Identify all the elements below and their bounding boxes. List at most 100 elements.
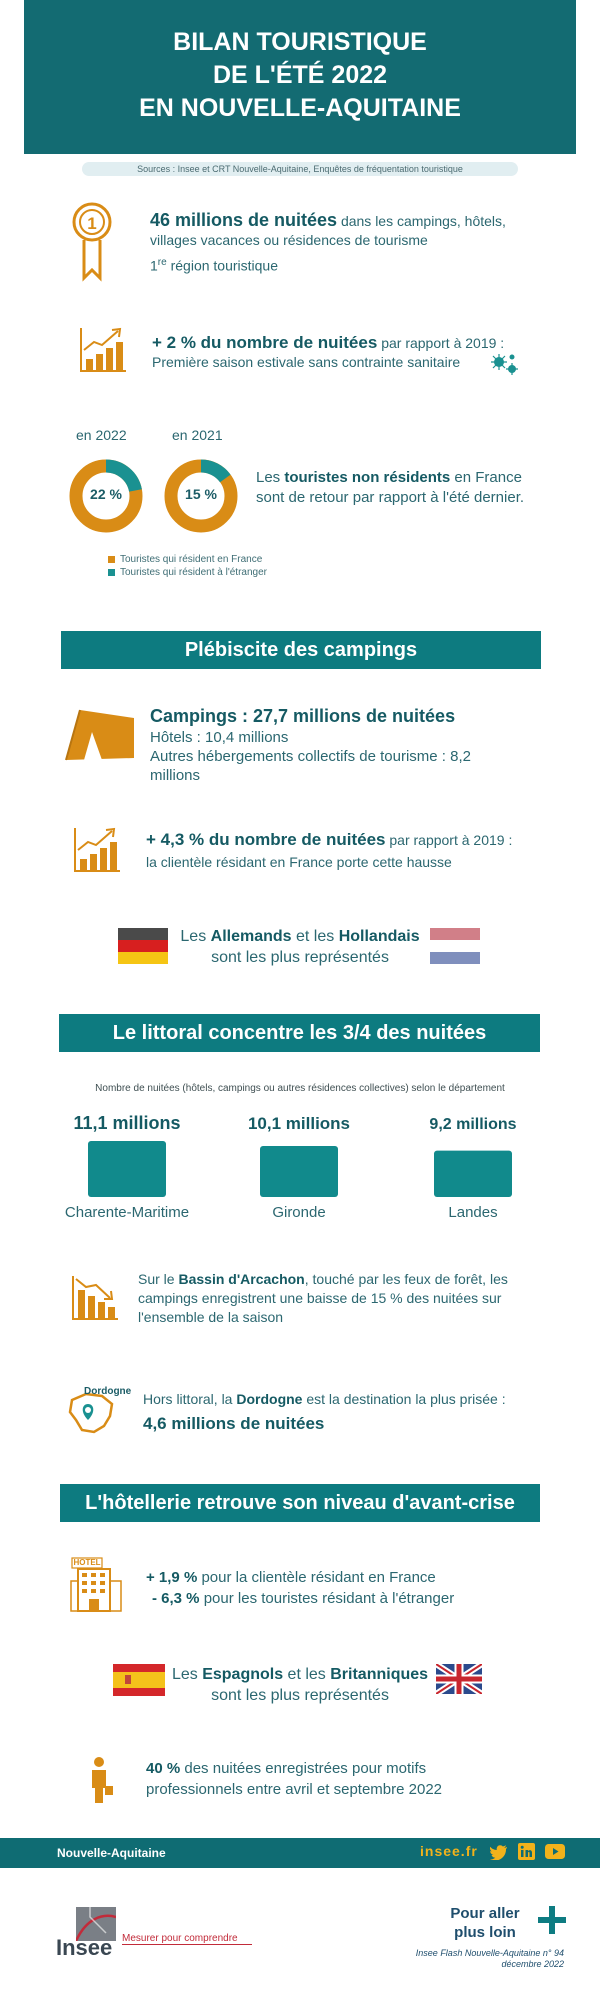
- dordogne-bold: Dordogne: [236, 1391, 303, 1407]
- donut-2021: 15 %: [163, 458, 239, 534]
- hotel-nationalities: Les Espagnols et les Britanniques sont l…: [168, 1664, 432, 1706]
- donut-legend: Touristes qui résident en France Tourist…: [108, 554, 267, 578]
- dordogne-map-icon: Dordogne: [66, 1386, 136, 1438]
- insee-tagline: Mesurer pour comprendre: [122, 1933, 252, 1945]
- youtube-icon[interactable]: [545, 1844, 565, 1859]
- title-line-2: DE L'ÉTÉ 2022: [212, 61, 388, 89]
- campings-growth-highlight: + 4,3 % du nombre de nuitées: [146, 830, 386, 849]
- donut-2022-value: 22 %: [90, 486, 122, 502]
- sources-note: Sources : Insee et CRT Nouvelle-Aquitain…: [82, 162, 518, 176]
- nuitees-bar-chart: 11,1 millions Charente-Maritime 10,1 milli…: [65, 1113, 517, 1221]
- year-label-2021: en 2021: [172, 427, 223, 443]
- growth-chart-icon: [78, 326, 128, 374]
- camp-nat-line2: sont les plus représentés: [211, 949, 389, 966]
- rank-line: 1re région touristique: [150, 253, 522, 276]
- hotel-nat-mid: et les: [283, 1666, 331, 1683]
- hotel-abroad-value: - 6,3 %: [152, 1590, 200, 1607]
- stat-nuitees-total: 46 millions de nuitées dans les campings…: [150, 211, 522, 276]
- donut-2021-abroad-arc: [164, 459, 238, 533]
- hotel-clientele: + 1,9 % pour la clientèle résidant en Fr…: [146, 1567, 566, 1609]
- bar-value-label: 10,1 millions: [248, 1114, 350, 1133]
- donut-2021-value: 15 %: [185, 486, 217, 502]
- hotel-nat-pre: Les: [171, 1666, 203, 1683]
- stat-growth-highlight: + 2 % du nombre de nuitées: [152, 333, 378, 352]
- germany-flag-icon: [118, 928, 168, 964]
- uk-flag-icon: [434, 1661, 484, 1697]
- legend-item-france: Touristes qui résident en France: [108, 554, 267, 565]
- campings-growth-line2: la clientèle résidant en France porte ce…: [146, 854, 452, 870]
- camping-nationalities: Les Allemands et les Hollandais sont les…: [172, 926, 428, 968]
- arcachon-post: , touché par les feux de forêt, les camp…: [138, 1271, 508, 1325]
- business-person-icon: [88, 1756, 114, 1804]
- linkedin-icon[interactable]: [518, 1843, 535, 1860]
- section-littoral-title: Le littoral concentre les 3/4 des nuitée…: [59, 1014, 540, 1052]
- stat-growth-rest: par rapport à 2019 :: [377, 335, 505, 351]
- bar-category-label: Landes: [448, 1204, 497, 1221]
- rank-text: région touristique: [166, 257, 278, 274]
- legend-item-abroad: Touristes qui résident à l'étranger: [108, 567, 267, 578]
- hotel-sign-label: HOTEL: [73, 1558, 101, 1567]
- stat-growth: + 2 % du nombre de nuitées par rapport à…: [152, 333, 542, 372]
- non-residents-bold: touristes non résidents: [284, 469, 451, 486]
- campings-growth-rest: par rapport à 2019 :: [385, 832, 513, 848]
- dordogne-pre: Hors littoral, la: [143, 1391, 237, 1407]
- rank-number: 1: [150, 257, 158, 274]
- bar-category-label: Gironde: [272, 1204, 325, 1221]
- stat-nuitees-text: dans les campings, hôtels, villages vaca…: [150, 213, 506, 248]
- svg-text:1: 1: [87, 214, 96, 233]
- insee-site-link[interactable]: insee.fr: [420, 1843, 478, 1859]
- bar-category-label: Charente-Maritime: [65, 1204, 189, 1221]
- non-residents-pre: Les: [256, 469, 285, 486]
- more-info-link[interactable]: Pour aller plus loin: [430, 1904, 540, 1942]
- hotels-count: Hôtels : 10,4 millions: [150, 729, 289, 746]
- section-hotel-title: L'hôtellerie retrouve son niveau d'avant…: [60, 1484, 540, 1522]
- legend-label-abroad: Touristes qui résident à l'étranger: [120, 567, 267, 578]
- twitter-icon[interactable]: [489, 1844, 508, 1861]
- dordogne-text: Hors littoral, la Dordogne est la destin…: [143, 1390, 563, 1433]
- bar: [260, 1146, 338, 1197]
- hotel-abroad-line: - 6,3 % pour les touristes résidant à l'…: [146, 1588, 566, 1609]
- hotel-abroad-text: pour les touristes résidant à l'étranger: [199, 1590, 455, 1607]
- dordogne-value: 4,6 millions de nuitées: [143, 1414, 325, 1433]
- camp-nat-pre: Les: [180, 928, 211, 945]
- professional-text: des nuitées enregistrées pour motifs pro…: [146, 1760, 443, 1798]
- camp-nat-dutch: Hollandais: [338, 928, 420, 945]
- year-label-2022: en 2022: [76, 427, 127, 443]
- non-residents-text: Les touristes non résidents en France so…: [256, 468, 546, 508]
- bar-value-label: 9,2 millions: [429, 1116, 516, 1133]
- bar: [88, 1141, 166, 1197]
- campings-stats: Campings : 27,7 millions de nuitées Hôte…: [150, 705, 480, 785]
- section-campings-title: Plébiscite des campings: [61, 631, 541, 669]
- rank-sup: re: [157, 257, 167, 268]
- insee-logo-text: Insee: [56, 1935, 113, 1960]
- title-banner: BILAN TOURISTIQUE DE L'ÉTÉ 2022 EN NOUVE…: [24, 0, 576, 154]
- title-line-1: BILAN TOURISTIQUE: [173, 28, 427, 56]
- tent-icon: [62, 708, 136, 764]
- more-info-line2: plus loin: [454, 1924, 516, 1941]
- insee-logo[interactable]: Insee Mesurer pour comprendre: [56, 1907, 256, 1961]
- netherlands-flag-icon: [430, 928, 480, 964]
- title-line-3: EN NOUVELLE-AQUITAINE: [139, 94, 461, 122]
- campings-headline: Campings : 27,7 millions de nuitées: [150, 706, 456, 726]
- publication-reference: Insee Flash Nouvelle-Aquitaine n° 94 déc…: [360, 1948, 564, 1970]
- arcachon-bold: Bassin d'Arcachon: [178, 1271, 305, 1287]
- legend-swatch-teal: [108, 569, 115, 576]
- more-info-line1: Pour aller: [450, 1905, 520, 1922]
- legend-label-france: Touristes qui résident en France: [120, 554, 263, 565]
- hotel-building-icon: HOTEL: [70, 1557, 122, 1613]
- hotel-nat-british: Britanniques: [330, 1666, 429, 1683]
- camp-nat-mid: et les: [291, 928, 339, 945]
- campings-growth: + 4,3 % du nombre de nuitées par rapport…: [146, 830, 546, 872]
- medal-icon: 1: [72, 200, 112, 282]
- stat-growth-line2: Première saison estivale sans contrainte…: [152, 354, 461, 370]
- spain-flag-icon: [113, 1664, 165, 1696]
- publication-number: Insee Flash Nouvelle-Aquitaine n° 94: [415, 1948, 564, 1958]
- publication-date: décembre 2022: [501, 1959, 564, 1969]
- professional-value: 40 %: [146, 1760, 181, 1777]
- hotel-france-text: pour la clientèle résidant en France: [197, 1569, 436, 1586]
- plus-icon[interactable]: [538, 1906, 566, 1934]
- camp-nat-germans: Allemands: [210, 928, 292, 945]
- arcachon-decline-icon: [70, 1274, 120, 1322]
- bar: [434, 1150, 512, 1197]
- growth-chart-icon-2: [72, 826, 122, 874]
